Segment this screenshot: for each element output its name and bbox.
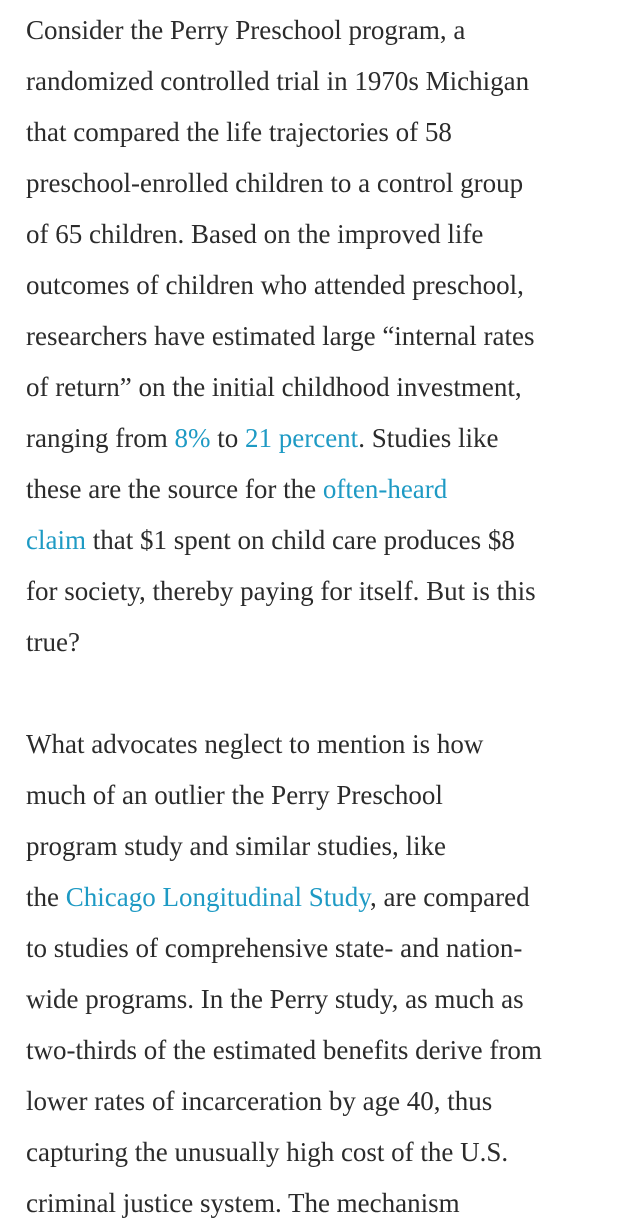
- text-run: much of an outlier the Perry Preschool: [26, 780, 443, 810]
- text-run: , are compared: [369, 882, 530, 912]
- text-line: that compared the life trajectories of 5…: [26, 107, 626, 158]
- text-line: capturing the unusually high cost of the…: [26, 1127, 626, 1178]
- text-line: randomized controlled trial in 1970s Mic…: [26, 56, 626, 107]
- text-line: What advocates neglect to mention is how: [26, 719, 626, 770]
- text-run: randomized controlled trial in 1970s Mic…: [26, 66, 530, 96]
- text-line: true?: [26, 617, 626, 668]
- text-run: . Studies like: [358, 423, 499, 453]
- text-run: two-thirds of the estimated benefits der…: [26, 1035, 542, 1065]
- text-run: that $1 spent on child care produces $8: [85, 525, 515, 555]
- text-line: researchers have estimated large “intern…: [26, 311, 626, 362]
- text-run: that compared the life trajectories of 5…: [26, 117, 452, 147]
- text-run: criminal justice system. The mechanism: [26, 1188, 460, 1218]
- inline-link[interactable]: 8%: [174, 423, 211, 453]
- text-run: researchers have estimated large “intern…: [26, 321, 535, 351]
- text-line: of return” on the initial childhood inve…: [26, 362, 626, 413]
- text-run: to studies of comprehensive state- and n…: [26, 933, 523, 963]
- text-line: claim that $1 spent on child care produc…: [26, 515, 626, 566]
- article-paragraph: What advocates neglect to mention is how…: [26, 719, 626, 1229]
- text-line: preschool-enrolled children to a control…: [26, 158, 626, 209]
- text-line: criminal justice system. The mechanism: [26, 1178, 626, 1229]
- inline-link[interactable]: often-heard: [322, 474, 448, 504]
- text-run: wide programs. In the Perry study, as mu…: [26, 984, 524, 1014]
- text-line: these are the source for the often-heard: [26, 464, 626, 515]
- text-run: outcomes of children who attended presch…: [26, 270, 524, 300]
- article-paragraph: Consider the Perry Preschool program, a r…: [26, 5, 626, 668]
- text-line: for society, thereby paying for itself. …: [26, 566, 626, 617]
- text-run: What advocates neglect to mention is how: [26, 729, 484, 759]
- text-run: capturing the unusually high cost of the…: [26, 1137, 509, 1167]
- text-line: the Chicago Longitudinal Study, are comp…: [26, 872, 626, 923]
- text-line: outcomes of children who attended presch…: [26, 260, 626, 311]
- text-line: lower rates of incarceration by age 40, …: [26, 1076, 626, 1127]
- text-run: true?: [26, 627, 80, 657]
- article-body: Consider the Perry Preschool program, a r…: [26, 5, 626, 1229]
- inline-link[interactable]: Chicago Longitudinal Study: [65, 882, 370, 912]
- text-line: to studies of comprehensive state- and n…: [26, 923, 626, 974]
- text-run: of return” on the initial childhood inve…: [26, 372, 522, 402]
- text-run: Consider the Perry Preschool program, a: [26, 15, 466, 45]
- text-run: program study and similar studies, like: [26, 831, 446, 861]
- text-line: Consider the Perry Preschool program, a: [26, 5, 626, 56]
- text-run: the: [26, 882, 66, 912]
- text-run: of 65 children. Based on the improved li…: [26, 219, 484, 249]
- text-run: ranging from: [26, 423, 175, 453]
- text-run: to: [210, 423, 245, 453]
- text-line: much of an outlier the Perry Preschool: [26, 770, 626, 821]
- text-line: ranging from 8% to 21 percent. Studies l…: [26, 413, 626, 464]
- inline-link[interactable]: claim: [26, 525, 86, 555]
- text-run: lower rates of incarceration by age 40, …: [26, 1086, 493, 1116]
- text-line: two-thirds of the estimated benefits der…: [26, 1025, 626, 1076]
- inline-link[interactable]: 21 percent: [244, 423, 359, 453]
- text-line: wide programs. In the Perry study, as mu…: [26, 974, 626, 1025]
- text-line: program study and similar studies, like: [26, 821, 626, 872]
- text-run: for society, thereby paying for itself. …: [26, 576, 536, 606]
- text-run: preschool-enrolled children to a control…: [26, 168, 524, 198]
- text-line: of 65 children. Based on the improved li…: [26, 209, 626, 260]
- text-run: these are the source for the: [26, 474, 323, 504]
